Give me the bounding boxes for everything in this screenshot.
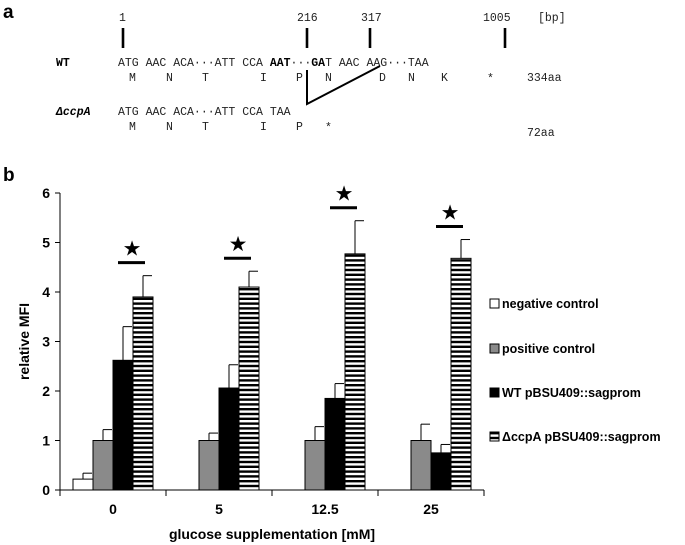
y-tick-label: 1 bbox=[42, 433, 50, 449]
bar bbox=[72, 478, 94, 491]
panel-a: a 1 216 317 1005 [bp] WT ATG AAC ACA···A… bbox=[3, 2, 566, 140]
position-label-1005: 1005 bbox=[483, 12, 511, 25]
ccpa-aa-stop: * bbox=[325, 122, 332, 135]
ccpa-aa-t: T bbox=[202, 121, 209, 134]
x-tick-label: 25 bbox=[423, 501, 439, 517]
wt-aa-d: D bbox=[379, 72, 386, 85]
panel-a-letter: a bbox=[3, 2, 14, 23]
significance-star: ★ bbox=[335, 182, 354, 206]
y-tick-label: 0 bbox=[42, 482, 50, 498]
ccpa-protein-length: 72aa bbox=[527, 127, 555, 140]
bar bbox=[238, 286, 260, 491]
x-axis: 0 5 12.5 25 bbox=[59, 489, 485, 517]
significance-star: ★ bbox=[123, 237, 142, 261]
y-tick-label: 2 bbox=[42, 383, 50, 399]
wt-codons-post: T AAC AAG···TAA bbox=[325, 57, 429, 70]
ccpa-label: ΔccpA bbox=[55, 106, 91, 119]
bar bbox=[112, 359, 134, 491]
bars bbox=[72, 253, 472, 491]
x-tick-label: 0 bbox=[109, 501, 117, 517]
wt-codons-pre: ATG AAC ACA···ATT CCA bbox=[118, 57, 270, 70]
x-tick-label: 12.5 bbox=[311, 501, 338, 517]
bar bbox=[304, 440, 326, 491]
bar bbox=[344, 253, 366, 491]
significance-star: ★ bbox=[229, 232, 248, 256]
bar bbox=[92, 440, 114, 491]
bar bbox=[410, 440, 432, 491]
wt-aa-i: I bbox=[260, 72, 267, 85]
wt-codon-sequence: ATG AAC ACA···ATT CCA AAT···GAT AAC AAG·… bbox=[118, 57, 429, 70]
panel-b: b 0 1 2 3 4 5 6 ★ ★ ★ ★ 0 5 12.5 25 relative MFI glu… bbox=[3, 165, 661, 542]
legend-swatch bbox=[489, 298, 500, 309]
significance-star: ★ bbox=[441, 201, 460, 225]
wt-aa-n: N bbox=[166, 72, 173, 85]
wt-codons-dots: ··· bbox=[291, 57, 312, 70]
legend-label: WT pBSU409::sagprom bbox=[502, 386, 641, 400]
y-tick-label: 3 bbox=[42, 334, 50, 350]
wt-aa-p: P bbox=[296, 72, 303, 85]
position-label-216: 216 bbox=[297, 12, 318, 25]
x-tick-label: 5 bbox=[215, 501, 223, 517]
bar bbox=[198, 440, 220, 491]
x-axis-label: glucose supplementation [mM] bbox=[169, 526, 375, 542]
ccpa-aa-p: P bbox=[296, 121, 303, 134]
position-label-317: 317 bbox=[361, 12, 382, 25]
ccpa-aa-m: M bbox=[129, 121, 136, 134]
wt-codon-ga: GA bbox=[311, 57, 325, 70]
y-tick-label: 4 bbox=[42, 284, 50, 300]
significance-markers: ★ ★ ★ ★ bbox=[118, 182, 463, 265]
ccpa-codon-sequence: ATG AAC ACA···ATT CCA TAA bbox=[118, 106, 291, 119]
bar bbox=[324, 397, 346, 491]
y-tick-label: 5 bbox=[42, 235, 50, 251]
legend: negative control positive control WT pBSU4… bbox=[489, 297, 661, 444]
wt-codon-aat: AAT bbox=[270, 57, 291, 70]
legend-swatch bbox=[489, 387, 500, 398]
position-label-1: 1 bbox=[119, 12, 126, 25]
wt-aa-n2: N bbox=[325, 72, 332, 85]
legend-swatch bbox=[489, 343, 500, 354]
legend-label: ΔccpA pBSU409::sagprom bbox=[502, 430, 661, 444]
bp-unit-label: [bp] bbox=[538, 12, 566, 25]
bar bbox=[218, 387, 240, 491]
deletion-wedge bbox=[306, 65, 381, 106]
wt-aa-k: K bbox=[441, 72, 448, 85]
ccpa-aa-n: N bbox=[166, 121, 173, 134]
bar bbox=[430, 452, 452, 491]
wt-aa-t: T bbox=[202, 72, 209, 85]
bar bbox=[450, 257, 472, 491]
legend-label: positive control bbox=[502, 342, 595, 356]
bar-chart: 0 1 2 3 4 5 6 ★ ★ ★ ★ 0 5 12.5 25 relative MFI gluco… bbox=[16, 182, 485, 542]
wt-label: WT bbox=[56, 57, 70, 70]
error-bars bbox=[82, 220, 470, 480]
wt-protein-length: 334aa bbox=[527, 72, 562, 85]
y-axis: 0 1 2 3 4 5 6 bbox=[42, 185, 61, 498]
wt-aa-m: M bbox=[129, 72, 136, 85]
y-tick-label: 6 bbox=[42, 185, 50, 201]
legend-swatch bbox=[489, 431, 500, 442]
bar bbox=[132, 296, 154, 491]
panel-b-letter: b bbox=[3, 165, 15, 186]
wt-aa-n3: N bbox=[408, 72, 415, 85]
y-axis-label: relative MFI bbox=[16, 303, 32, 380]
legend-label: negative control bbox=[502, 297, 599, 311]
wt-aa-stop: * bbox=[487, 73, 494, 86]
ccpa-aa-i: I bbox=[260, 121, 267, 134]
